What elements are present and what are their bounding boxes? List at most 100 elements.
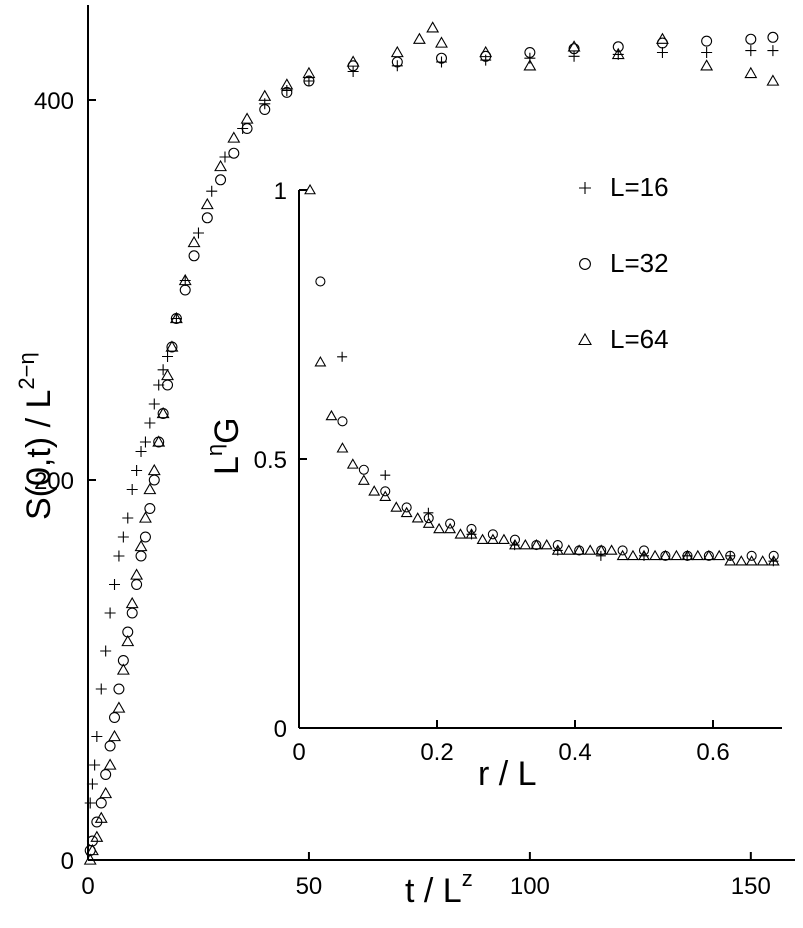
inset-point-circle [725,550,736,561]
main-point-plus [524,52,536,64]
main-point-triangle [178,273,192,286]
inset-point-triangle [735,555,748,566]
inset-point-circle [358,464,369,475]
inset-point-triangle [465,528,478,539]
inset-point-triangle [400,506,413,518]
main-point-plus [656,47,668,58]
inset-point-circle [423,513,434,524]
inset-point-triangle [336,442,349,453]
main-point-plus [100,645,112,657]
main-series-l16 [84,45,779,809]
inset-point-triangle [509,538,521,550]
inset-point-triangle [691,549,704,561]
main-y-tick-label: 400 [34,88,74,115]
legend-item-l64: L=64 [578,324,669,354]
inset-point-triangle [476,533,489,544]
main-point-triangle [138,511,152,523]
main-point-circle [109,711,121,723]
inset-point-circle [487,529,498,540]
main-point-circle [135,550,147,562]
main-point-circle [179,284,191,296]
inset-point-triangle [486,533,499,544]
main-point-plus [347,66,359,77]
inset-point-triangle [745,555,758,566]
inset-point-triangle [595,544,608,555]
main-point-circle [148,474,160,486]
main-point-plus [148,398,160,410]
main-point-triangle [435,36,448,48]
main-point-plus [135,446,147,457]
legend-label-l32: L=32 [610,248,669,278]
inset-y-title-base: L [208,456,246,475]
main-point-circle [104,740,116,752]
inset-point-circle [552,540,563,551]
inset-point-triangle [627,549,639,561]
main-point-plus [157,364,169,376]
inset-point-circle [746,550,757,561]
main-point-circle [767,31,779,43]
main-point-triangle [108,729,121,742]
main-point-triangle [121,634,135,647]
main-point-plus [89,759,101,771]
inset-point-triangle [573,544,586,555]
legend-item-l32: L=32 [579,248,669,278]
inset-point-triangle [605,544,618,555]
inset-point-triangle [562,544,575,555]
inset-series-l64 [304,183,780,566]
inset-point-circle [638,545,650,556]
inset-point-circle [445,518,456,529]
inset-point-circle [768,550,779,561]
main-point-plus [192,227,204,239]
main-point-circle [126,607,138,619]
inset-point-triangle [670,549,683,561]
main-point-circle [144,502,156,514]
inset-ticks: 0 0.2 0.4 0.6 0 0.5 1 [254,178,730,766]
main-point-plus [91,731,103,742]
inset-point-triangle [357,474,370,485]
main-x-tick-label: 0 [81,873,94,900]
main-point-plus [109,579,121,590]
inset-point-triangle [530,538,543,550]
main-point-triangle [744,66,758,79]
main-point-circle [201,212,213,224]
main-point-triangle [766,74,780,86]
main-point-circle [100,768,112,780]
main-point-circle [524,46,536,58]
main-point-triangle [83,853,97,865]
inset-point-circle [315,276,326,287]
inset-point-triangle [551,544,564,555]
inset-x-tick-label: 0.6 [696,739,729,766]
main-point-triangle [655,32,669,44]
main-point-circle [95,797,107,809]
main-point-triangle [240,112,254,124]
main-point-triangle [479,45,493,58]
main-x-tick-label: 150 [731,873,771,900]
main-point-plus [122,512,134,524]
main-point-triangle [143,482,157,495]
inset-point-triangle [540,538,553,550]
legend-symbol-plus [579,182,591,194]
inset-point-triangle [584,544,597,555]
inset-point-triangle [681,549,694,561]
main-points [83,21,780,865]
main-point-plus [104,607,116,619]
inset-y-axis-title: LηG [202,417,246,475]
legend-symbol-triangle [578,332,592,346]
inset-x-axis-title: r / L [478,755,537,793]
main-point-triangle [152,435,166,447]
main-point-triangle [165,340,179,352]
inset-point-circle [380,486,391,497]
main-x-tick-label: 100 [510,873,550,900]
main-point-triangle [412,32,426,44]
main-point-circle [303,75,315,87]
inset-x-tick-label: 0.4 [558,739,591,766]
main-x-title-base: t / L [405,872,462,910]
inset-point-triangle [638,549,650,561]
main-point-triangle [125,596,139,609]
main-x-axis-title: t / Lz [405,866,473,910]
inset-point-triangle [390,501,403,512]
inset-point-triangle [659,549,672,561]
main-x-title-sup: z [462,866,473,891]
inset-point-triangle [713,549,726,561]
